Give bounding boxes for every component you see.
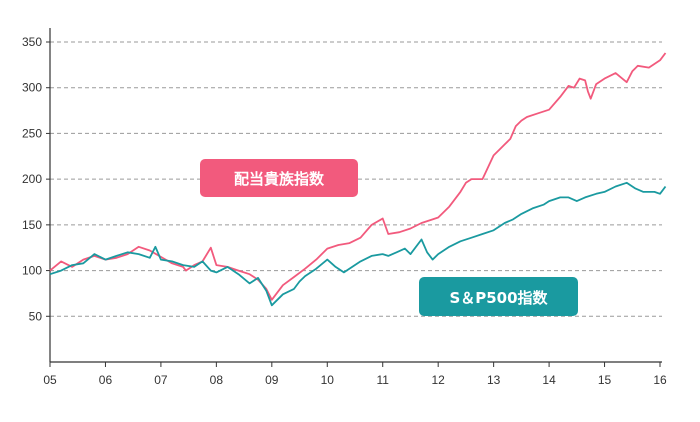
series-line-sp500 — [49, 181, 667, 307]
x-tick-label: 08 — [210, 373, 224, 387]
x-tick-label: 14 — [542, 373, 556, 387]
y-tick-labels: 50 100 150 200 250 300 350 — [22, 35, 50, 323]
y-tick-label: 350 — [22, 35, 42, 49]
x-tick-label: 10 — [321, 373, 335, 387]
x-tick-label: 09 — [265, 373, 279, 387]
y-tick-label: 200 — [22, 172, 42, 186]
y-tick-label: 100 — [22, 264, 42, 278]
series-line-dividend-aristocrats — [49, 52, 667, 301]
x-tick-label: 05 — [43, 373, 57, 387]
legend-label-dividend-aristocrats: 配当貴族指数 — [200, 159, 358, 197]
y-tick-label: 150 — [22, 218, 42, 232]
x-tick-label: 06 — [99, 373, 113, 387]
legend-label-sp500: S＆P500指数 — [419, 277, 578, 316]
x-tick-label: 11 — [376, 373, 389, 387]
y-tick-label: 50 — [29, 309, 43, 323]
series-lines — [49, 52, 667, 307]
series-name-dividend-aristocrats: 配当貴族指数 — [234, 170, 325, 188]
x-tick-label: 16 — [653, 373, 667, 387]
gridlines — [50, 41, 662, 317]
x-tick-labels: 05 06 07 08 09 10 11 12 13 14 15 16 — [43, 362, 667, 387]
x-tick-label: 15 — [598, 373, 612, 387]
axes — [49, 28, 662, 363]
legend-badge-sp500 — [419, 277, 578, 316]
y-tick-label: 250 — [22, 126, 42, 140]
legend-badge-dividend-aristocrats — [200, 159, 358, 197]
x-tick-label: 12 — [432, 373, 446, 387]
x-tick-label: 13 — [487, 373, 501, 387]
y-tick-label: 300 — [22, 81, 42, 95]
x-tick-label: 07 — [154, 373, 168, 387]
series-name-sp500: S＆P500指数 — [449, 289, 548, 307]
